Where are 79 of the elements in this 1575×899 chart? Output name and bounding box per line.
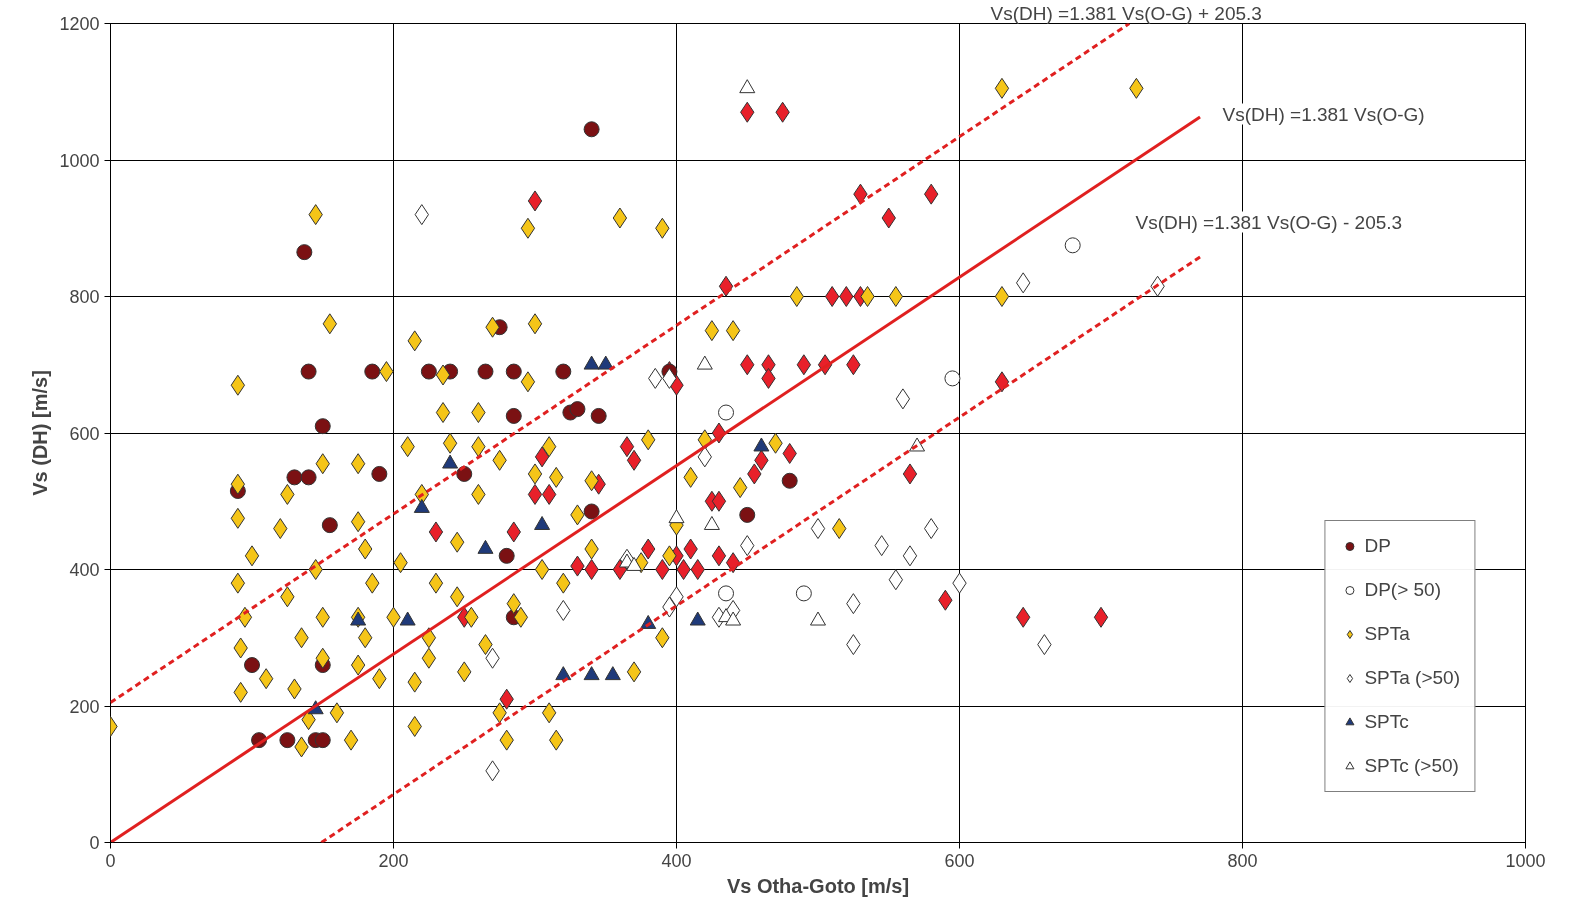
y-tick-label: 400 [69,560,100,580]
point [583,121,600,138]
point [711,490,727,512]
point [279,732,296,749]
point [583,666,600,681]
x-tick-label: 0 [105,850,116,871]
point [668,509,685,524]
point [371,465,388,482]
point [420,363,437,380]
point [795,585,812,602]
y-tick-label: 800 [69,287,100,307]
point [590,407,607,424]
point [300,469,317,486]
x-tick-label: 800 [1227,850,1258,871]
point [364,363,381,380]
y-tick-label: 600 [69,423,100,444]
point [619,436,635,458]
legend-label: SPTa [1364,623,1410,645]
point [690,559,705,580]
x-tick-label: 200 [378,850,409,871]
x-tick-label: 600 [944,850,975,871]
point [676,559,691,580]
point [314,418,331,435]
point [994,371,1010,393]
point [718,585,735,602]
point [739,79,756,94]
point [725,552,741,574]
point [477,363,494,380]
point [286,469,303,486]
point [583,503,600,520]
x-axis-title: Vs Otha-Goto [m/s] [726,874,910,897]
legend-label: SPTa (>50) [1364,667,1460,689]
point [839,286,854,307]
y-tick-label: 200 [69,696,100,717]
point [527,190,543,212]
point [718,275,734,297]
point [711,545,727,567]
legend-label: SPTc (>50) [1364,755,1459,777]
point [555,363,572,380]
point [321,517,338,534]
annotation: Vs(DH) =1.381 Vs(O-G) - 205.3 [1135,211,1403,233]
point [824,286,840,307]
point [505,363,522,380]
point [781,472,798,489]
point [604,666,621,681]
point [541,483,557,505]
y-tick-label: 1000 [59,150,100,171]
y-tick-label: 1200 [59,14,100,34]
point [718,404,735,421]
point [300,363,317,380]
legend-label: DP [1364,535,1391,557]
point [1093,606,1109,628]
y-axis-title: Vs (DH) [m/s] [29,370,52,496]
annotation: Vs(DH) =1.381 Vs(O-G) [1222,103,1425,125]
point [739,506,756,523]
point [569,401,586,418]
point [1064,237,1081,254]
x-tick-label: 400 [661,850,692,871]
point [498,547,515,564]
point [902,463,918,485]
point [796,354,812,376]
point [527,483,543,505]
point [655,559,670,580]
legend-label: SPTc [1364,711,1409,733]
legend-label: DP(> 50) [1364,579,1441,601]
point [944,370,961,387]
point [626,449,642,471]
x-tick-label: 1000 [1505,850,1546,871]
point [296,244,313,261]
text: Vs(DH) =1.381 Vs(O-G) + 205.3 [990,2,1262,24]
point [456,465,473,482]
point [314,732,331,749]
point [428,521,444,543]
point [244,657,260,674]
y-tick-label: 0 [89,833,100,853]
point [505,407,522,424]
point [584,559,599,580]
point [534,446,550,468]
point [555,666,572,681]
